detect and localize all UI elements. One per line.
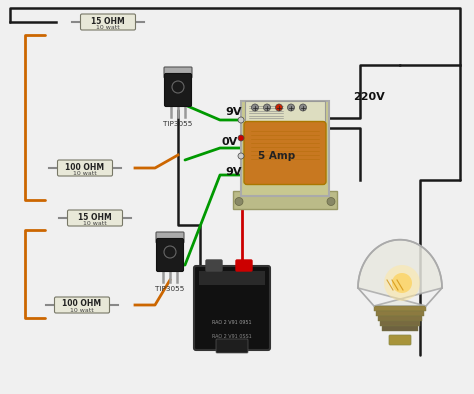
Text: RAO 2 V91 0SS1: RAO 2 V91 0SS1 [212,333,252,338]
FancyBboxPatch shape [164,74,191,106]
Text: 9V: 9V [225,107,241,117]
Circle shape [264,104,271,111]
Text: 0V: 0V [222,137,238,147]
Circle shape [392,273,412,293]
Text: 15 OHM: 15 OHM [78,212,112,221]
FancyBboxPatch shape [81,14,136,30]
FancyBboxPatch shape [374,306,426,311]
Text: TIP3055: TIP3055 [155,286,185,292]
Circle shape [275,104,283,111]
Circle shape [238,153,244,159]
FancyBboxPatch shape [55,297,109,313]
Text: RAO 2 V91 0951: RAO 2 V91 0951 [212,320,252,325]
Circle shape [327,197,335,206]
Text: 220V: 220V [353,92,385,102]
FancyBboxPatch shape [380,321,420,326]
FancyBboxPatch shape [233,191,337,208]
Circle shape [238,135,244,141]
Text: 10 watt: 10 watt [70,307,94,312]
FancyBboxPatch shape [241,100,329,195]
FancyBboxPatch shape [236,260,252,271]
FancyBboxPatch shape [67,210,122,226]
Text: 15 OHM: 15 OHM [91,17,125,26]
Circle shape [288,104,294,111]
Text: TIP3055: TIP3055 [164,121,193,127]
FancyBboxPatch shape [216,339,248,353]
Polygon shape [358,240,442,306]
Text: 10 watt: 10 watt [73,171,97,175]
Text: 5 Amp: 5 Amp [258,151,296,161]
Circle shape [300,104,307,111]
FancyBboxPatch shape [156,232,184,243]
FancyBboxPatch shape [378,316,422,321]
Text: 10 watt: 10 watt [96,24,120,30]
Text: 100 OHM: 100 OHM [65,162,105,171]
Text: 10 watt: 10 watt [83,221,107,225]
FancyBboxPatch shape [199,271,265,285]
FancyBboxPatch shape [156,238,183,271]
FancyBboxPatch shape [389,335,411,345]
Text: 9V: 9V [225,167,241,177]
FancyBboxPatch shape [164,67,192,78]
FancyBboxPatch shape [244,121,326,184]
Circle shape [384,265,420,301]
Circle shape [252,104,258,111]
FancyBboxPatch shape [194,266,270,350]
FancyBboxPatch shape [206,260,222,271]
FancyBboxPatch shape [245,100,325,123]
Circle shape [235,197,243,206]
Circle shape [238,117,244,123]
FancyBboxPatch shape [376,311,424,316]
Text: 100 OHM: 100 OHM [63,299,101,309]
FancyBboxPatch shape [57,160,112,176]
FancyBboxPatch shape [382,326,418,331]
